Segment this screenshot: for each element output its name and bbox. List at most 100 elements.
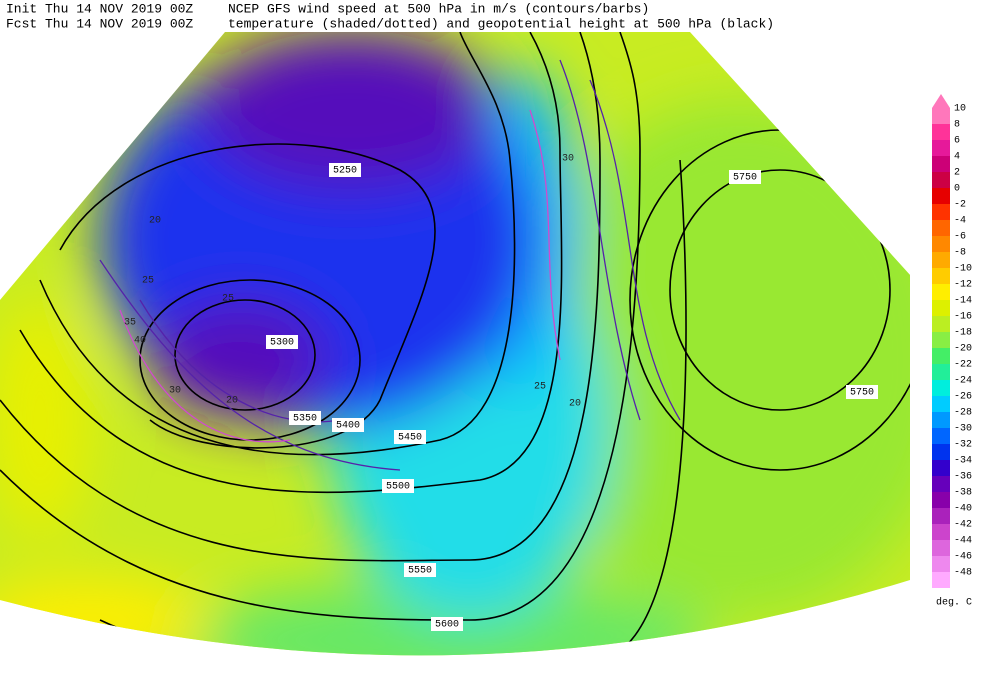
warm-wind-contours — [119, 109, 561, 443]
height-label-box — [394, 430, 426, 444]
height-contours — [0, 32, 910, 656]
height-label: 5400 — [336, 421, 360, 432]
wind-label: 30 — [169, 386, 181, 397]
height-label-box — [332, 418, 364, 432]
color-swatch — [932, 428, 950, 444]
wind-label: 20 — [149, 216, 161, 227]
color-swatch — [932, 108, 950, 124]
color-bar-label: -8 — [954, 248, 966, 259]
height-label-box — [289, 411, 321, 425]
color-swatch — [932, 156, 950, 172]
color-bar-label: 10 — [954, 104, 966, 115]
color-bar-label: -14 — [954, 296, 972, 307]
init-time: Init Thu 14 NOV 2019 00Z — [6, 1, 193, 16]
color-swatch — [932, 476, 950, 492]
color-bar-label: -48 — [954, 568, 972, 579]
color-swatch — [932, 220, 950, 236]
wind-label: 20 — [569, 399, 581, 410]
color-bar-label: -20 — [954, 344, 972, 355]
color-swatch — [932, 268, 950, 284]
color-bar-label: -10 — [954, 264, 972, 275]
color-bar-label: -26 — [954, 392, 972, 403]
color-swatch — [932, 172, 950, 188]
wind-label: 35 — [124, 318, 136, 329]
color-bar-unit: deg. C — [936, 597, 972, 609]
wind-label: 25 — [534, 382, 546, 393]
color-bar-label: 2 — [954, 168, 960, 179]
color-swatch — [932, 492, 950, 508]
color-swatch — [932, 316, 950, 332]
height-label-box — [329, 163, 361, 177]
map-title: NCEP GFS wind speed at 500 hPa in m/s (c… — [228, 1, 649, 16]
color-bar-label: -38 — [954, 488, 972, 499]
color-swatch — [932, 348, 950, 364]
height-label: 5450 — [398, 433, 422, 444]
height-label: 5550 — [408, 566, 432, 577]
color-bar-top-arrow — [932, 94, 950, 108]
color-swatch — [932, 460, 950, 476]
color-bar-label: -28 — [954, 408, 972, 419]
color-swatch — [932, 364, 950, 380]
height-label-box — [431, 617, 463, 631]
height-label-box — [729, 170, 761, 184]
color-swatch — [932, 204, 950, 220]
color-swatch — [932, 124, 950, 140]
color-swatch — [932, 524, 950, 540]
forecast-time: Fcst Thu 14 NOV 2019 00Z — [6, 16, 193, 31]
color-bar-label: 8 — [954, 120, 960, 131]
color-bar-label: -42 — [954, 520, 972, 531]
color-swatch — [932, 572, 950, 588]
wind-label: 25 — [222, 294, 234, 305]
color-swatch — [932, 380, 950, 396]
height-label-box — [382, 479, 414, 493]
height-label: 5600 — [435, 620, 459, 631]
color-bar-label: -30 — [954, 424, 972, 435]
height-label: 5750 — [850, 388, 874, 399]
temperature-shading — [0, 32, 910, 656]
color-swatch — [932, 236, 950, 252]
color-bar-label: -4 — [954, 216, 966, 227]
color-swatch — [932, 188, 950, 204]
height-label: 5300 — [270, 338, 294, 349]
color-swatch — [932, 300, 950, 316]
height-label-box — [404, 563, 436, 577]
wind-label: 40 — [134, 336, 146, 347]
color-bar-label: -32 — [954, 440, 972, 451]
height-label: 5350 — [293, 414, 317, 425]
map-subtitle: temperature (shaded/dotted) and geopoten… — [228, 16, 774, 31]
color-bar-label: -34 — [954, 456, 972, 467]
color-bar-label: -36 — [954, 472, 972, 483]
color-swatch — [932, 140, 950, 156]
color-swatch — [932, 556, 950, 572]
color-swatch — [932, 444, 950, 460]
color-bar-label: -44 — [954, 536, 972, 547]
height-label-box — [846, 385, 878, 399]
color-bar-label: -6 — [954, 232, 966, 243]
color-bar-label: -16 — [954, 312, 972, 323]
wind-label: 30 — [562, 154, 574, 165]
color-bar-label: -2 — [954, 200, 966, 211]
color-swatch — [932, 508, 950, 524]
color-bar-label: 0 — [954, 184, 960, 195]
color-swatch — [932, 332, 950, 348]
wind-label: 20 — [226, 396, 238, 407]
height-label: 5650 — [622, 651, 646, 662]
color-bar-label: -40 — [954, 504, 972, 515]
color-bar-label: 4 — [954, 152, 960, 163]
color-swatch — [932, 412, 950, 428]
height-label: 5750 — [733, 173, 757, 184]
height-label: 5250 — [333, 166, 357, 177]
wind-label: 25 — [142, 276, 154, 287]
color-swatch — [932, 252, 950, 268]
color-bar-label: -12 — [954, 280, 972, 291]
map-area: 5250 5300 5350 5400 5450 5500 5550 5600 5650 5750… — [0, 32, 910, 662]
color-swatch — [932, 284, 950, 300]
color-swatch — [932, 396, 950, 412]
height-label-box — [618, 648, 650, 656]
height-label: 5500 — [386, 482, 410, 493]
color-swatch — [932, 540, 950, 556]
color-bar-label: -22 — [954, 360, 972, 371]
color-bar-label: -18 — [954, 328, 972, 339]
